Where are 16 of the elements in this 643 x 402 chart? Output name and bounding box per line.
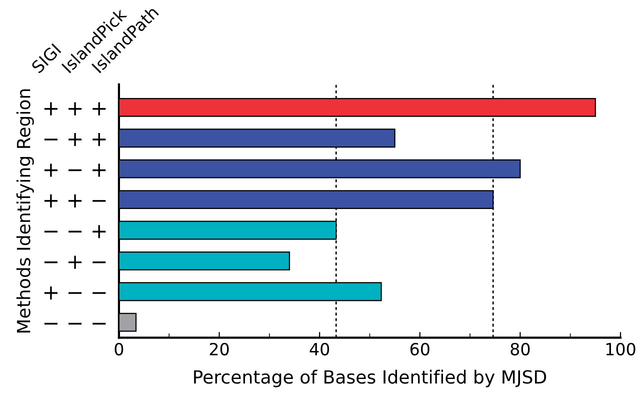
- y-axis-title: Methods Identifying Region: [16, 89, 34, 333]
- y-tick-label: − − −: [44, 322, 106, 325]
- x-tick-label: 0: [114, 342, 124, 356]
- x-tick-label: 100: [606, 342, 636, 356]
- x-tick-label: 20: [210, 342, 229, 356]
- y-tick-label: − − +: [44, 225, 106, 238]
- y-tick-label: + + −: [44, 194, 106, 208]
- y-tick-label: − + −: [44, 256, 106, 269]
- y-tick-label: + − −: [44, 286, 106, 300]
- y-tick-label: − + +: [44, 132, 106, 146]
- x-tick-label: 40: [310, 342, 330, 356]
- x-tick-label: 60: [410, 342, 430, 356]
- y-tick-label: + − +: [44, 164, 106, 177]
- x-axis-title: Percentage of Bases Identified by MJSD: [194, 370, 546, 388]
- y-tick-label: + + +: [44, 102, 106, 116]
- x-tick-label: 80: [510, 342, 530, 356]
